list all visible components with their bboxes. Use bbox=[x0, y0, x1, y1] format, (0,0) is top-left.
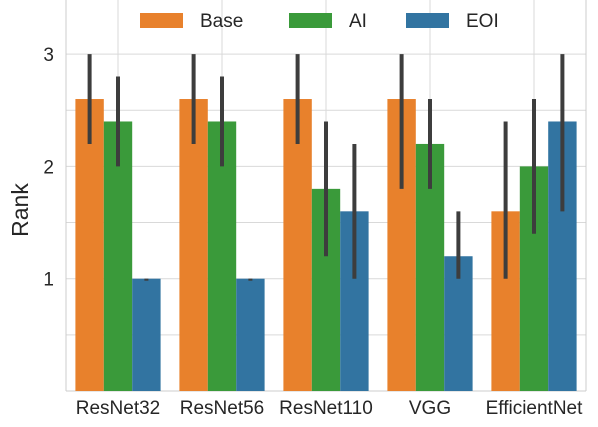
bar-base-resnet56 bbox=[179, 99, 208, 392]
bar-eoi-resnet32 bbox=[132, 278, 161, 391]
y-axis-label: Rank bbox=[7, 183, 33, 237]
y-tick-labels: 1 2 3 bbox=[43, 45, 54, 291]
legend-label-base: Base bbox=[200, 11, 243, 32]
bar-base-resnet110 bbox=[283, 99, 312, 392]
bar-base-resnet32 bbox=[75, 99, 104, 392]
x-tick-label: ResNet32 bbox=[76, 398, 161, 419]
legend: Base AI EOI bbox=[140, 11, 499, 32]
legend-swatch-ai bbox=[289, 13, 332, 28]
bar-eoi-resnet56 bbox=[236, 278, 265, 391]
x-tick-label: ResNet56 bbox=[180, 398, 265, 419]
legend-swatch-eoi bbox=[406, 13, 449, 28]
error-bars bbox=[87, 54, 565, 281]
x-tick-labels: ResNet32 ResNet56 ResNet110 VGG EfficientNet bbox=[76, 398, 583, 419]
x-tick-label: ResNet110 bbox=[279, 398, 373, 419]
y-tick-label: 3 bbox=[43, 45, 54, 66]
bars bbox=[75, 99, 577, 392]
x-tick-label: EfficientNet bbox=[486, 398, 584, 419]
y-tick-label: 2 bbox=[43, 157, 54, 178]
y-tick-label: 1 bbox=[43, 270, 54, 291]
legend-label-ai: AI bbox=[349, 11, 367, 32]
legend-label-eoi: EOI bbox=[466, 11, 499, 32]
legend-swatch-base bbox=[140, 13, 183, 28]
x-tick-label: VGG bbox=[409, 398, 451, 419]
